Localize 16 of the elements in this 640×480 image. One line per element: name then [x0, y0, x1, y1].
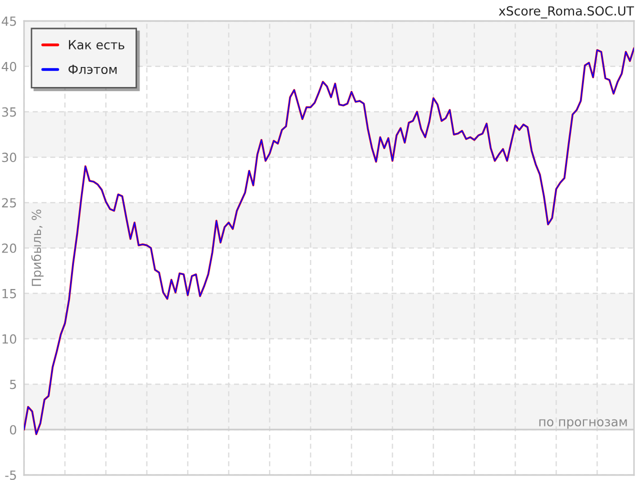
- y-tick-label: 0: [10, 425, 16, 435]
- y-tick-label: 40: [2, 62, 16, 72]
- legend-label: Флэтом: [68, 64, 117, 74]
- y-tick-label: 15: [2, 289, 16, 298]
- legend-label: Как есть: [68, 40, 124, 50]
- x-axis-title: по прогнозам: [539, 419, 627, 429]
- y-tick-label: 20: [2, 243, 16, 253]
- y-tick-label: 25: [2, 198, 16, 208]
- y-tick-label: 30: [2, 152, 16, 162]
- y-axis-title: Прибыль, %: [31, 210, 44, 286]
- y-tick-label: 10: [2, 334, 16, 344]
- y-tick-label: -5: [5, 470, 16, 480]
- chart-title: xScore_Roma.SOC.UT: [498, 6, 634, 18]
- y-tick-label: 45: [2, 16, 16, 26]
- y-tick-label: 35: [2, 107, 16, 117]
- y-tick-label: 5: [10, 380, 16, 390]
